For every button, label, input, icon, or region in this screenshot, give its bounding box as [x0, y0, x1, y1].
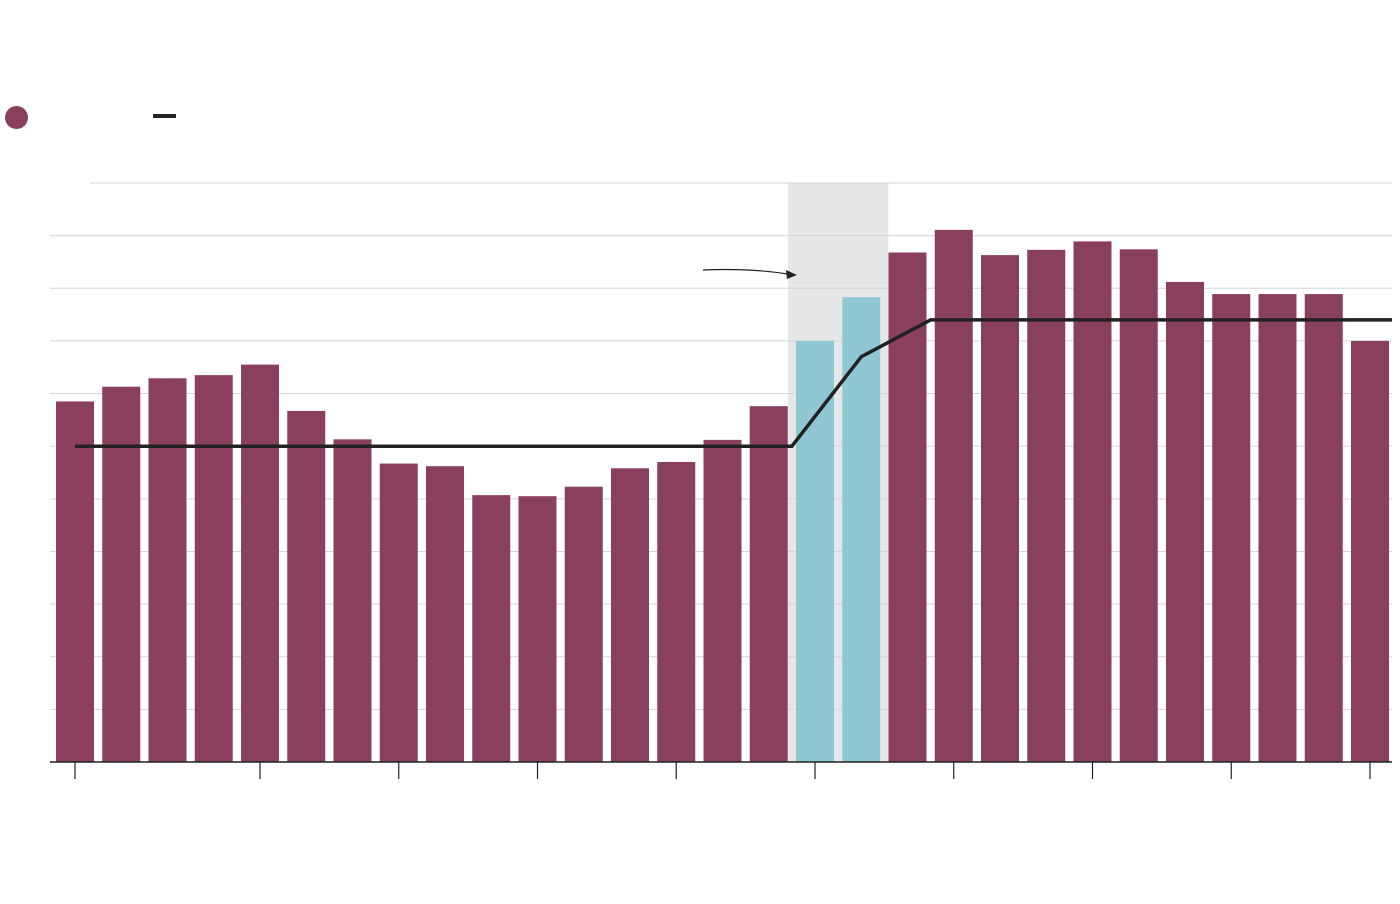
annotation-layer [702, 268, 797, 279]
bar [1027, 249, 1066, 763]
bar [287, 410, 326, 762]
bar [56, 401, 94, 762]
bar [1212, 294, 1251, 762]
bar [102, 386, 141, 762]
x-axis [50, 761, 1392, 779]
annotation-arrow-head [786, 270, 797, 279]
bar [333, 439, 372, 762]
bar [1304, 294, 1343, 762]
bar [194, 375, 233, 762]
bar [749, 406, 788, 762]
bar [657, 461, 696, 762]
bar [611, 468, 649, 762]
trend-line [75, 318, 1392, 448]
bar [379, 463, 418, 762]
bar [1119, 249, 1158, 762]
highlight-bar [842, 297, 881, 762]
bar [472, 495, 511, 762]
bars [56, 229, 1389, 763]
bar [426, 466, 464, 762]
bar [888, 252, 927, 763]
bar [1258, 294, 1297, 762]
annotation-arrow-line [702, 268, 789, 275]
bar [703, 439, 742, 762]
highlight-bar [796, 340, 834, 762]
bar [241, 364, 279, 762]
bar [564, 486, 603, 762]
bar [934, 229, 973, 762]
bar [518, 496, 557, 762]
bar [1166, 281, 1204, 762]
line-legend-swatch [153, 114, 176, 118]
bar-legend-swatch [5, 106, 28, 129]
trend-line-layer [75, 318, 1392, 448]
bar [1351, 340, 1389, 762]
bar [981, 255, 1019, 762]
bar [1073, 241, 1112, 762]
bar [148, 378, 187, 762]
